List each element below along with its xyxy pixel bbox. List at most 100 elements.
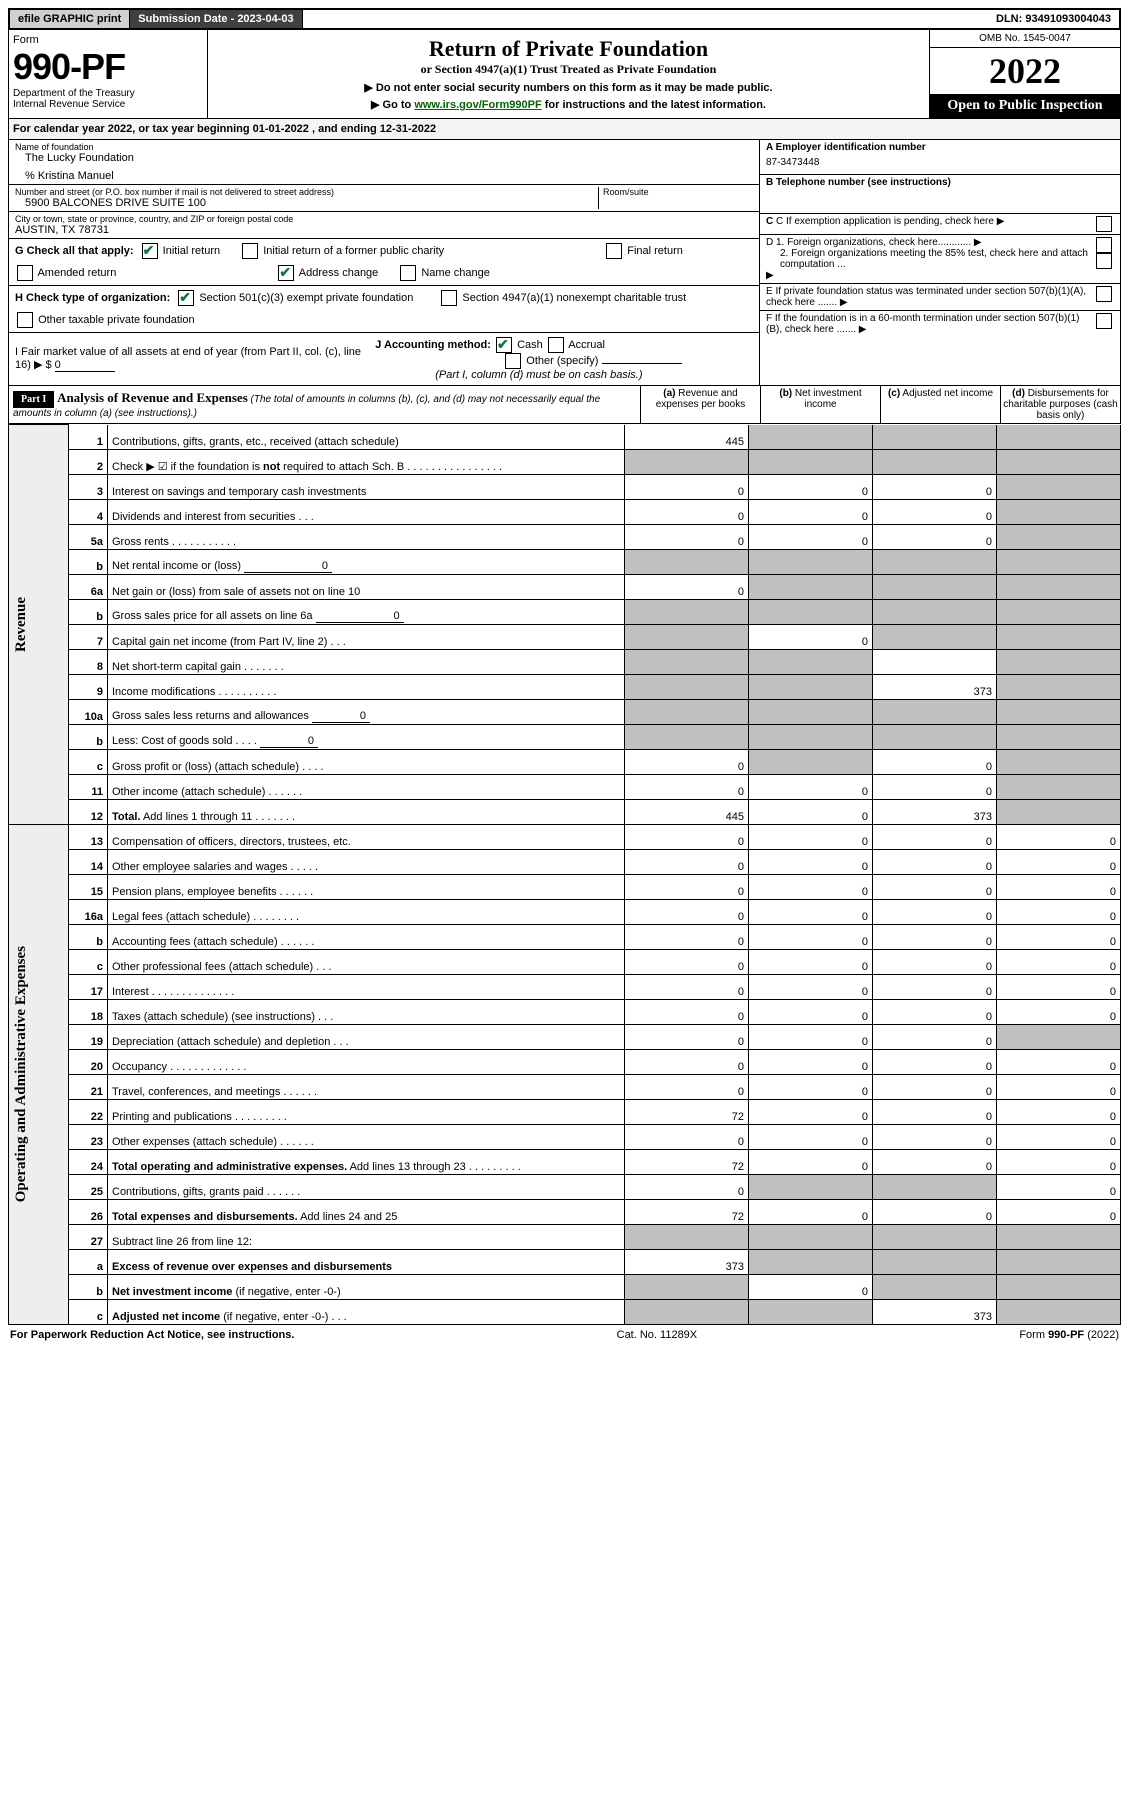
form-header: Form 990-PF Department of the Treasury I… xyxy=(8,30,1121,119)
cell: 0 xyxy=(625,824,749,849)
ein: 87-3473448 xyxy=(766,153,1114,172)
line-no: c xyxy=(69,1299,108,1324)
line-desc: Other employee salaries and wages . . . … xyxy=(108,849,625,874)
cell: 72 xyxy=(625,1099,749,1124)
cell xyxy=(625,1224,749,1249)
table-row: 4Dividends and interest from securities … xyxy=(9,499,1121,524)
cell xyxy=(873,624,997,649)
chk-cash[interactable] xyxy=(496,337,512,353)
line-no: 8 xyxy=(69,649,108,674)
cell: 0 xyxy=(873,974,997,999)
form-subtitle: or Section 4947(a)(1) Trust Treated as P… xyxy=(214,62,923,77)
chk-d1[interactable] xyxy=(1096,237,1112,253)
line-desc: Occupancy . . . . . . . . . . . . . xyxy=(108,1049,625,1074)
cell: 0 xyxy=(997,849,1121,874)
line-no: 24 xyxy=(69,1149,108,1174)
chk-initial-return[interactable] xyxy=(142,243,158,259)
chk-other[interactable] xyxy=(505,353,521,369)
line-no: 5a xyxy=(69,524,108,549)
line-desc: Total. Add lines 1 through 11 . . . . . … xyxy=(108,799,625,824)
table-row: 16aLegal fees (attach schedule) . . . . … xyxy=(9,899,1121,924)
cell: 0 xyxy=(997,924,1121,949)
table-row: 10aGross sales less returns and allowanc… xyxy=(9,699,1121,724)
chk-name-change[interactable] xyxy=(400,265,416,281)
line-no: 9 xyxy=(69,674,108,699)
line-no: 12 xyxy=(69,799,108,824)
cell xyxy=(625,449,749,474)
cell: 0 xyxy=(873,1024,997,1049)
cell xyxy=(749,674,873,699)
form-number: 990-PF xyxy=(13,46,203,88)
cell: 0 xyxy=(873,474,997,499)
chk-d2[interactable] xyxy=(1096,253,1112,269)
chk-final-return[interactable] xyxy=(606,243,622,259)
cell xyxy=(749,1299,873,1324)
line-desc: Less: Cost of goods sold . . . . 0 xyxy=(108,724,625,749)
line-no: c xyxy=(69,949,108,974)
cell xyxy=(997,1299,1121,1324)
cell xyxy=(749,1249,873,1274)
c-label: C If exemption application is pending, c… xyxy=(776,216,994,227)
chk-initial-former[interactable] xyxy=(242,243,258,259)
line-desc: Depreciation (attach schedule) and deple… xyxy=(108,1024,625,1049)
footer-left: For Paperwork Reduction Act Notice, see … xyxy=(10,1329,294,1341)
chk-other-taxable[interactable] xyxy=(17,312,33,328)
cell xyxy=(997,1274,1121,1299)
table-row: 18Taxes (attach schedule) (see instructi… xyxy=(9,999,1121,1024)
main-table: Revenue1Contributions, gifts, grants, et… xyxy=(8,424,1121,1325)
chk-4947a1[interactable] xyxy=(441,290,457,306)
table-row: 21Travel, conferences, and meetings . . … xyxy=(9,1074,1121,1099)
chk-501c3[interactable] xyxy=(178,290,194,306)
street-address: 5900 BALCONES DRIVE SUITE 100 xyxy=(15,197,598,209)
table-row: bGross sales price for all assets on lin… xyxy=(9,599,1121,624)
cell: 0 xyxy=(749,1099,873,1124)
cell: 0 xyxy=(625,899,749,924)
cell: 0 xyxy=(749,824,873,849)
cell: 0 xyxy=(749,999,873,1024)
line-no: 11 xyxy=(69,774,108,799)
table-row: 26Total expenses and disbursements. Add … xyxy=(9,1199,1121,1224)
cell: 0 xyxy=(997,1174,1121,1199)
chk-address-change[interactable] xyxy=(278,265,294,281)
chk-accrual[interactable] xyxy=(548,337,564,353)
cell xyxy=(625,549,749,574)
cell: 0 xyxy=(749,924,873,949)
cell: 0 xyxy=(873,949,997,974)
chk-f[interactable] xyxy=(1096,313,1112,329)
line-no: c xyxy=(69,749,108,774)
cell xyxy=(997,674,1121,699)
line-desc: Adjusted net income (if negative, enter … xyxy=(108,1299,625,1324)
f-label: F If the foundation is in a 60-month ter… xyxy=(766,313,1080,335)
footer: For Paperwork Reduction Act Notice, see … xyxy=(8,1325,1121,1345)
table-row: 23Other expenses (attach schedule) . . .… xyxy=(9,1124,1121,1149)
cell xyxy=(997,1024,1121,1049)
chk-e[interactable] xyxy=(1096,286,1112,302)
chk-amended[interactable] xyxy=(17,265,33,281)
line-no: 4 xyxy=(69,499,108,524)
cell xyxy=(873,1174,997,1199)
cell xyxy=(997,624,1121,649)
col-a: (a) Revenue and expenses per books xyxy=(640,386,760,423)
cell xyxy=(997,449,1121,474)
foundation-name: The Lucky Foundation xyxy=(15,152,753,164)
cell: 0 xyxy=(997,949,1121,974)
cell: 0 xyxy=(873,999,997,1024)
line-no: 13 xyxy=(69,824,108,849)
cell: 373 xyxy=(873,674,997,699)
cell: 0 xyxy=(873,924,997,949)
cell: 72 xyxy=(625,1149,749,1174)
table-row: 20Occupancy . . . . . . . . . . . . .000… xyxy=(9,1049,1121,1074)
chk-c[interactable] xyxy=(1096,216,1112,232)
col-b: (b) Net investment income xyxy=(760,386,880,423)
line-no: b xyxy=(69,1274,108,1299)
table-row: 3Interest on savings and temporary cash … xyxy=(9,474,1121,499)
form-title: Return of Private Foundation xyxy=(214,36,923,62)
cell: 0 xyxy=(873,774,997,799)
cell: 0 xyxy=(625,1124,749,1149)
cell xyxy=(997,699,1121,724)
irs-link[interactable]: www.irs.gov/Form990PF xyxy=(414,99,541,111)
cell: 0 xyxy=(625,524,749,549)
cell: 445 xyxy=(625,799,749,824)
cell xyxy=(997,499,1121,524)
line-no: 19 xyxy=(69,1024,108,1049)
